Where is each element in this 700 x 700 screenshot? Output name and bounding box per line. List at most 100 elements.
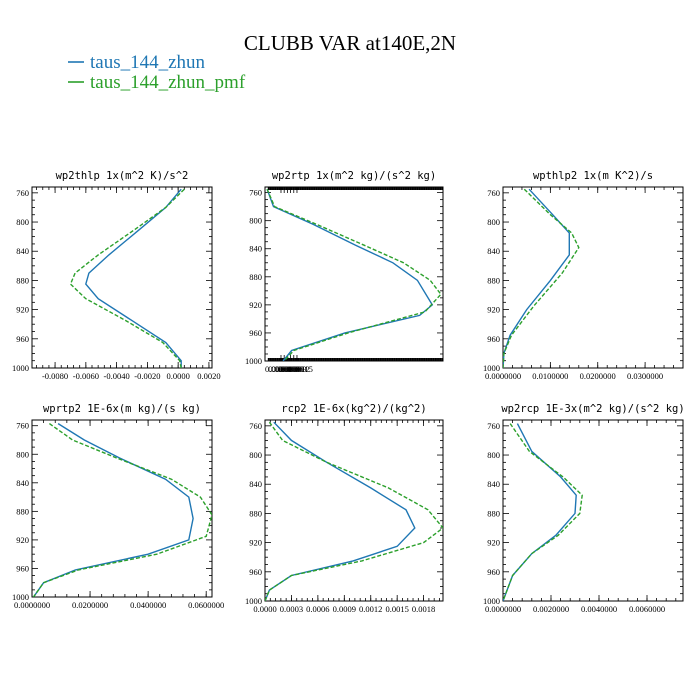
y-tick-label-rcp2: 1000 <box>245 596 262 606</box>
series-line-wp2thlp-zhun <box>85 188 182 368</box>
series-line-rcp2-zhun <box>265 421 416 601</box>
x-tick-label-wp2rtp: 0.000006 <box>271 364 303 374</box>
y-tick-label-wp2rcp: 880 <box>487 508 500 518</box>
y-tick-label-wpthlp2: 800 <box>487 217 500 227</box>
y-tick-label-wprtp2: 800 <box>16 449 29 459</box>
x-tick-label-rcp2: 0.0015 <box>385 604 408 614</box>
panel-wprtp2: wprtp2 1E-6x(m kg)/(s kg) 760 800 840 880 920… <box>12 403 224 610</box>
y-tick-label-wp2thlp: 920 <box>16 305 29 315</box>
x-tick-label-wprtp2: 0.0000000 <box>14 600 50 610</box>
plot-frame-wp2rcp <box>502 419 684 602</box>
panel-title-wprtp2: wprtp2 1E-6x(m kg)/(s kg) <box>43 403 201 415</box>
x-tick-label-wp2thlp: -0.0080 <box>42 371 68 381</box>
y-tick-label-wprtp2: 840 <box>16 478 29 488</box>
x-tick-label-wp2rcp: 0.0020000 <box>533 604 569 614</box>
x-tick-label-wp2rtp: 0.000003 <box>268 364 300 374</box>
x-tick-label-wp2rcp: 0.0040000 <box>581 604 617 614</box>
legend: taus_144_zhun taus_144_zhun_pmf <box>68 52 246 93</box>
y-tick-label-wp2thlp: 1000 <box>12 363 29 373</box>
panel-wp2rtp: wp2rtp 1x(m^2 kg)/(s^2 kg) 760 800 840 880 92… <box>245 170 444 374</box>
y-tick-label-wp2rcp: 760 <box>487 421 500 431</box>
y-tick-label-wp2rcp: 840 <box>487 479 500 489</box>
y-tick-label-wp2rtp: 760 <box>249 188 262 198</box>
x-tick-label-rcp2: 0.0000 <box>253 604 276 614</box>
y-tick-label-wprtp2: 1000 <box>12 592 29 602</box>
x-tick-label-wp2thlp: 0.0020 <box>197 371 220 381</box>
y-tick-label-wp2rtp: 960 <box>249 328 262 338</box>
x-tick-label-wp2thlp: -0.0020 <box>134 371 160 381</box>
figure-title: CLUBB VAR at140E,2N <box>244 31 456 55</box>
y-tick-label-wpthlp2: 1000 <box>483 363 500 373</box>
series-line-wprtp2-zhun-pmf <box>32 423 212 597</box>
series-line-wp2rtp-zhun-pmf <box>266 188 442 361</box>
y-tick-label-wp2thlp: 800 <box>16 217 29 227</box>
x-tick-label-wp2rtp: 0.000009 <box>275 364 307 374</box>
y-tick-label-wprtp2: 920 <box>16 535 29 545</box>
x-tick-label-rcp2: 0.0018 <box>412 604 435 614</box>
x-tick-label-rcp2: 0.0003 <box>280 604 303 614</box>
x-tick-label-wp2thlp: -0.0060 <box>73 371 99 381</box>
y-tick-label-wprtp2: 880 <box>16 506 29 516</box>
y-tick-label-wp2rcp: 920 <box>487 538 500 548</box>
y-tick-label-wpthlp2: 840 <box>487 246 500 256</box>
y-tick-label-rcp2: 880 <box>249 508 262 518</box>
x-tick-label-wp2rcp: 0.0060000 <box>629 604 665 614</box>
y-tick-label-wp2thlp: 840 <box>16 246 29 256</box>
y-tick-label-wprtp2: 960 <box>16 563 29 573</box>
y-tick-label-wp2thlp: 760 <box>16 188 29 198</box>
x-tick-label-wp2rtp: 0.000015 <box>281 364 313 374</box>
x-tick-label-wprtp2: 0.0200000 <box>72 600 108 610</box>
y-tick-label-rcp2: 960 <box>249 567 262 577</box>
y-tick-label-wpthlp2: 960 <box>487 334 500 344</box>
y-tick-label-wp2rtp: 1000 <box>245 356 262 366</box>
y-tick-label-wp2thlp: 960 <box>16 334 29 344</box>
y-tick-label-wp2thlp: 880 <box>16 275 29 285</box>
series-line-rcp2-zhun-pmf <box>265 421 443 601</box>
panel-wp2thlp: wp2thlp 1x(m^2 K)/s^2 760 800 840 880 920 960 1… <box>12 170 221 381</box>
y-tick-label-wp2rcp: 800 <box>487 450 500 460</box>
panel-title-wp2thlp: wp2thlp 1x(m^2 K)/s^2 <box>56 170 189 182</box>
x-tick-label-wp2thlp: -0.0040 <box>104 371 130 381</box>
series-line-wprtp2-zhun <box>32 423 194 597</box>
plot-frame-wprtp2 <box>31 419 213 598</box>
x-tick-label-wprtp2: 0.0600000 <box>188 600 224 610</box>
panel-title-rcp2: rcp2 1E-6x(kg^2)/(kg^2) <box>281 403 426 415</box>
y-tick-label-wp2rtp: 880 <box>249 272 262 282</box>
x-tick-label-wpthlp2: 0.0300000 <box>627 371 663 381</box>
series-line-wp2thlp-zhun-pmf <box>69 188 185 368</box>
series-line-wpthlp2-zhun-pmf <box>503 188 580 368</box>
y-tick-label-wpthlp2: 920 <box>487 305 500 315</box>
panel-title-wp2rcp: wp2rcp 1E-3x(m^2 kg)/(s^2 kg) <box>501 403 684 415</box>
x-tick-label-wp2rtp: 0.000012 <box>278 364 310 374</box>
panel-title-wpthlp2: wpthlp2 1x(m K^2)/s <box>533 170 653 182</box>
plot-frame-rcp2 <box>264 419 444 602</box>
y-tick-label-rcp2: 800 <box>249 450 262 460</box>
y-tick-label-rcp2: 920 <box>249 538 262 548</box>
x-tick-label-rcp2: 0.0009 <box>333 604 356 614</box>
y-tick-label-rcp2: 760 <box>249 421 262 431</box>
y-tick-label-wpthlp2: 760 <box>487 188 500 198</box>
panel-title-wp2rtp: wp2rtp 1x(m^2 kg)/(s^2 kg) <box>272 170 436 182</box>
plot-frame-wp2thlp <box>31 186 213 369</box>
series-line-wpthlp2-zhun <box>503 188 570 368</box>
legend-label-zhun-pmf: taus_144_zhun_pmf <box>90 72 246 93</box>
x-tick-label-wprtp2: 0.0400000 <box>130 600 166 610</box>
x-tick-label-wp2thlp: 0.0000 <box>166 371 189 381</box>
y-tick-label-wp2rtp: 800 <box>249 216 262 226</box>
y-tick-label-wprtp2: 760 <box>16 421 29 431</box>
y-tick-label-rcp2: 840 <box>249 479 262 489</box>
y-tick-label-wpthlp2: 880 <box>487 275 500 285</box>
x-tick-label-wp2rtp: 0.000000 <box>265 364 297 374</box>
x-tick-label-rcp2: 0.0012 <box>359 604 382 614</box>
x-tick-label-rcp2: 0.0006 <box>306 604 329 614</box>
plot-frame-wpthlp2 <box>502 186 684 369</box>
x-tick-label-wp2rcp: 0.0000000 <box>485 604 521 614</box>
series-line-wp2rcp-zhun-pmf <box>503 423 583 601</box>
panels: wp2thlp 1x(m^2 K)/s^2 760 800 840 880 920 960 1… <box>12 170 685 614</box>
panel-rcp2: rcp2 1E-6x(kg^2)/(kg^2) 760 800 840 880 920 96… <box>245 403 444 614</box>
y-tick-label-wp2rcp: 1000 <box>483 596 500 606</box>
x-tick-label-wpthlp2: 0.0000000 <box>485 371 521 381</box>
series-line-wp2rtp-zhun <box>266 188 434 361</box>
y-tick-label-wp2rcp: 960 <box>487 567 500 577</box>
